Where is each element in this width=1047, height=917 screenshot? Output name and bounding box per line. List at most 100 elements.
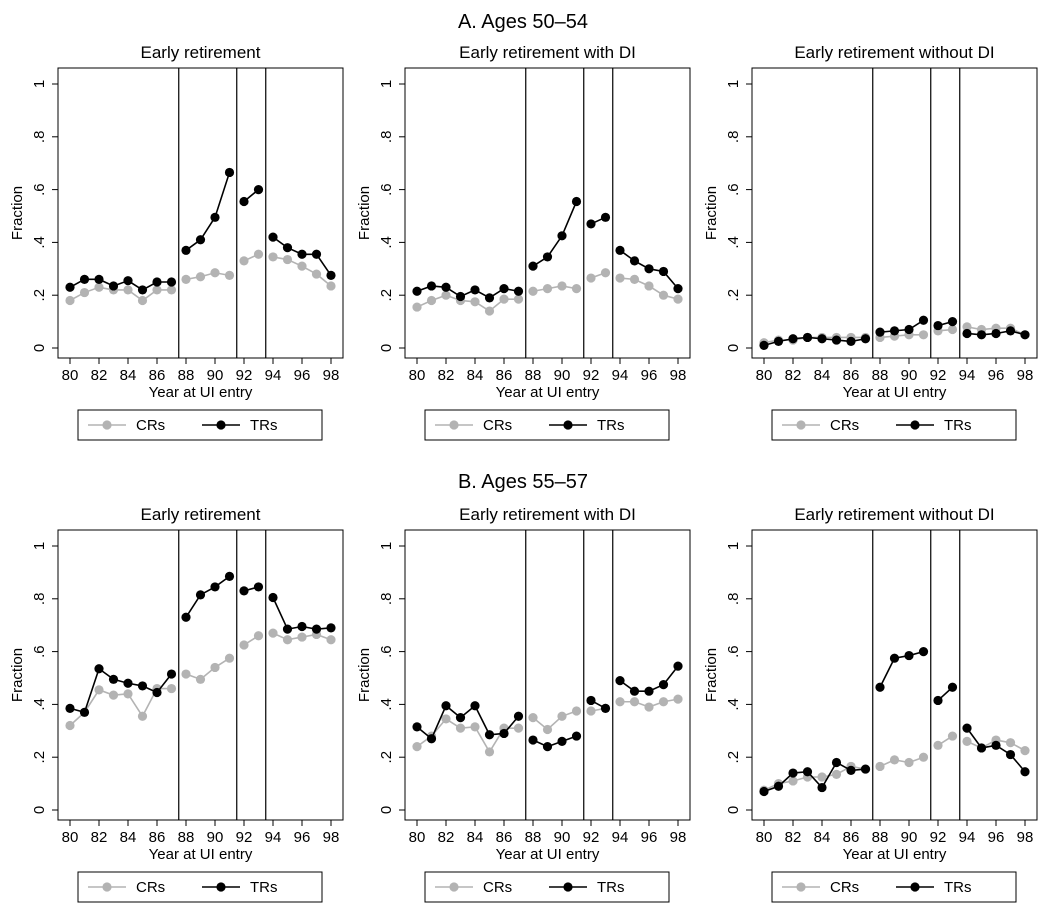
data-point-crs xyxy=(962,736,972,746)
data-point-trs xyxy=(1005,749,1016,760)
data-point-trs xyxy=(79,707,90,717)
data-point-crs xyxy=(499,294,509,304)
y-axis-label: Fraction xyxy=(356,648,373,702)
data-point-trs xyxy=(831,335,842,345)
data-point-trs xyxy=(137,285,148,295)
x-tick-label: 80 xyxy=(756,829,773,846)
legend-marker xyxy=(796,882,806,892)
data-point-crs xyxy=(817,772,827,782)
data-point-trs xyxy=(802,332,813,343)
data-point-trs xyxy=(528,735,538,745)
y-axis-label: Fraction xyxy=(9,186,26,240)
legend-label: CRs xyxy=(483,417,512,434)
data-point-crs xyxy=(79,287,90,298)
data-point-trs xyxy=(991,740,1001,750)
y-tick-label: 0 xyxy=(31,806,48,814)
x-tick-label: 82 xyxy=(91,829,108,846)
data-point-trs xyxy=(933,320,943,331)
x-tick-label: 98 xyxy=(323,367,340,384)
y-tick-label: .6 xyxy=(378,183,395,196)
chart-title: Early retirement with DI xyxy=(459,43,636,62)
legend-label: TRs xyxy=(597,879,625,896)
data-point-trs xyxy=(615,245,625,255)
x-tick-label: 96 xyxy=(641,829,658,846)
data-point-crs xyxy=(166,683,177,694)
data-point-crs xyxy=(65,295,75,306)
data-point-trs xyxy=(484,730,495,740)
plot-frame xyxy=(751,67,1038,359)
chart-3: Early retirement 0 .2 .4 .6 .8 1 80 82 84 86 88 90 92… xyxy=(9,505,344,903)
legend-marker xyxy=(449,882,459,892)
data-point-trs xyxy=(846,336,856,346)
x-tick-label: 86 xyxy=(843,829,860,846)
x-tick-label: 88 xyxy=(525,829,542,846)
data-point-trs xyxy=(253,582,264,592)
x-axis-label: Year at UI entry xyxy=(149,846,253,863)
data-point-trs xyxy=(904,650,914,661)
legend-label: CRs xyxy=(830,879,859,896)
y-tick-label: 1 xyxy=(725,542,742,550)
data-point-crs xyxy=(513,294,524,304)
data-point-crs xyxy=(253,631,264,641)
data-point-crs xyxy=(644,281,654,291)
data-point-crs xyxy=(875,761,885,772)
data-point-crs xyxy=(297,632,307,642)
y-tick-label: .4 xyxy=(378,698,395,711)
data-point-crs xyxy=(586,273,596,283)
data-point-trs xyxy=(297,621,307,632)
x-tick-label: 88 xyxy=(178,367,195,384)
chart-2: Early retirement without DI 0 .2 .4 .6 .8 1 80 8… xyxy=(703,43,1038,441)
data-point-crs xyxy=(571,706,582,716)
data-point-crs xyxy=(210,268,220,278)
chart-4: Early retirement with DI 0 .2 .4 .6 .8 1 80 82 84… xyxy=(356,505,691,903)
chart-title: Early retirement with DI xyxy=(459,505,636,524)
x-tick-label: 88 xyxy=(178,829,195,846)
data-point-crs xyxy=(426,295,437,306)
x-tick-label: 98 xyxy=(1017,367,1034,384)
data-point-crs xyxy=(224,270,235,280)
data-point-trs xyxy=(773,336,784,346)
series-line-trs xyxy=(185,575,230,618)
data-point-trs xyxy=(600,703,611,713)
data-point-trs xyxy=(210,212,220,222)
data-point-trs xyxy=(788,334,798,344)
data-point-trs xyxy=(166,669,177,679)
data-point-trs xyxy=(918,315,929,325)
data-point-trs xyxy=(658,266,669,277)
data-point-trs xyxy=(759,340,769,350)
series-line-crs xyxy=(185,271,230,281)
data-point-trs xyxy=(484,293,495,303)
data-point-crs xyxy=(615,697,625,707)
x-tick-label: 98 xyxy=(670,829,687,846)
data-point-crs xyxy=(94,282,104,292)
data-point-crs xyxy=(470,297,480,307)
data-point-trs xyxy=(181,245,191,255)
y-axis-label: Fraction xyxy=(9,648,26,702)
y-tick-label: .8 xyxy=(31,131,48,144)
data-point-crs xyxy=(181,669,191,679)
data-point-trs xyxy=(166,277,177,287)
data-point-crs xyxy=(94,685,104,695)
data-point-crs xyxy=(629,274,640,284)
x-tick-label: 90 xyxy=(901,367,918,384)
x-axis-label: Year at UI entry xyxy=(843,384,947,401)
data-point-trs xyxy=(195,235,206,245)
x-tick-label: 88 xyxy=(525,367,542,384)
data-point-crs xyxy=(933,740,943,750)
y-tick-label: 0 xyxy=(725,806,742,814)
data-point-trs xyxy=(253,185,264,195)
plot-frame xyxy=(57,67,344,359)
x-tick-label: 84 xyxy=(467,829,484,846)
data-point-trs xyxy=(1020,330,1030,340)
y-tick-label: .6 xyxy=(725,645,742,658)
y-tick-label: .2 xyxy=(725,289,742,302)
y-tick-label: .4 xyxy=(725,236,742,249)
x-axis-label: Year at UI entry xyxy=(496,384,600,401)
legend-marker xyxy=(102,420,112,430)
x-tick-label: 88 xyxy=(872,367,889,384)
data-point-trs xyxy=(224,571,235,581)
y-axis-label: Fraction xyxy=(703,648,720,702)
x-tick-label: 80 xyxy=(756,367,773,384)
x-tick-label: 98 xyxy=(323,829,340,846)
data-point-trs xyxy=(557,231,567,241)
